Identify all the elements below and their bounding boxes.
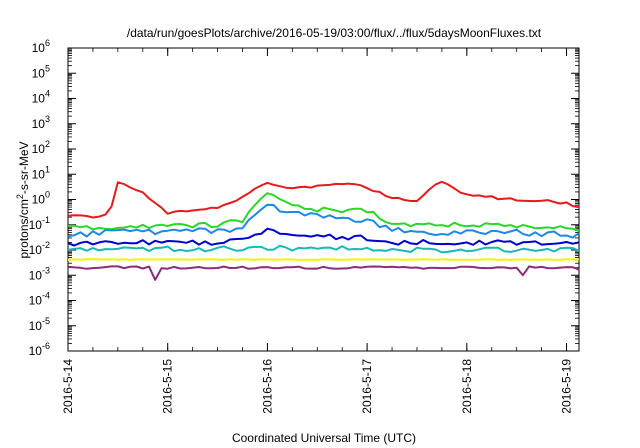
x-axis-label: Coordinated Universal Time (UTC) bbox=[232, 431, 416, 445]
series-line-2 bbox=[68, 192, 580, 232]
series-line-6 bbox=[67, 258, 579, 261]
series-line-4 bbox=[67, 227, 580, 247]
y-tick-label: 10-5 bbox=[29, 316, 50, 333]
y-tick-base: 10 bbox=[32, 142, 46, 156]
series-line-3 bbox=[67, 203, 580, 239]
y-tick-exp: 2 bbox=[45, 139, 50, 149]
y-tick-label: 10-4 bbox=[29, 291, 50, 308]
y-tick-label: 10-3 bbox=[29, 265, 50, 282]
x-axis: 2016-5-14 2016-5-15 2016-5-16 2016-5-17 2016… bbox=[61, 48, 574, 414]
y-axis-label-sup: 2 bbox=[15, 194, 25, 199]
y-axis: 10-610-510-410-310-210-11001011021031041… bbox=[29, 38, 579, 358]
y-tick-exp: -3 bbox=[42, 265, 50, 275]
y-tick-base: 10 bbox=[29, 344, 43, 358]
y-tick-exp: 4 bbox=[45, 89, 50, 99]
x-tick-label: 2016-5-16 bbox=[260, 359, 274, 414]
y-tick-label: 104 bbox=[32, 89, 50, 106]
y-tick-exp: -1 bbox=[42, 215, 50, 225]
y-tick-label: 10-1 bbox=[29, 215, 50, 232]
series-line-1 bbox=[67, 180, 580, 219]
y-axis-label: protons/cm2-s-sr-MeV bbox=[15, 141, 31, 258]
x-tick-label: 2016-5-14 bbox=[61, 359, 75, 414]
y-tick-label: 103 bbox=[32, 114, 50, 131]
y-tick-label: 105 bbox=[32, 63, 50, 80]
series-line-7 bbox=[67, 265, 580, 281]
y-tick-base: 10 bbox=[32, 41, 46, 55]
y-tick-exp: -5 bbox=[42, 316, 50, 326]
y-axis-label-tail: -s-sr-MeV bbox=[17, 141, 31, 194]
y-tick-label: 101 bbox=[32, 164, 50, 181]
y-tick-base: 10 bbox=[29, 294, 43, 308]
y-tick-base: 10 bbox=[29, 268, 43, 282]
y-tick-base: 10 bbox=[32, 117, 46, 131]
y-tick-base: 10 bbox=[32, 193, 46, 207]
y-tick-exp: 1 bbox=[45, 164, 50, 174]
y-tick-base: 10 bbox=[32, 167, 46, 181]
y-tick-label: 102 bbox=[32, 139, 50, 156]
chart-title: /data/run/goesPlots/archive/2016-05-19/0… bbox=[127, 26, 542, 40]
y-axis-label-main: protons/cm bbox=[17, 199, 31, 258]
y-tick-label: 10-2 bbox=[29, 240, 50, 257]
y-tick-exp: -6 bbox=[42, 341, 50, 351]
y-tick-exp: -2 bbox=[42, 240, 50, 250]
x-tick-label: 2016-5-15 bbox=[161, 359, 175, 414]
y-tick-label: 10-6 bbox=[29, 341, 50, 358]
y-tick-base: 10 bbox=[32, 66, 46, 80]
x-tick-label: 2016-5-18 bbox=[460, 359, 474, 414]
x-tick-label: 2016-5-19 bbox=[560, 359, 574, 414]
y-tick-base: 10 bbox=[29, 319, 43, 333]
y-tick-exp: 3 bbox=[45, 114, 50, 124]
series-line-5 bbox=[67, 244, 580, 254]
y-tick-exp: 0 bbox=[45, 190, 50, 200]
y-tick-label: 106 bbox=[32, 38, 50, 55]
y-tick-label: 100 bbox=[32, 190, 50, 207]
y-tick-exp: 5 bbox=[45, 63, 50, 73]
y-tick-exp: -4 bbox=[42, 291, 50, 301]
y-tick-base: 10 bbox=[32, 92, 46, 106]
y-tick-exp: 6 bbox=[45, 38, 50, 48]
series-layer bbox=[67, 180, 580, 281]
y-tick-base: 10 bbox=[29, 243, 43, 257]
y-tick-base: 10 bbox=[29, 218, 43, 232]
x-tick-label: 2016-5-17 bbox=[360, 359, 374, 414]
